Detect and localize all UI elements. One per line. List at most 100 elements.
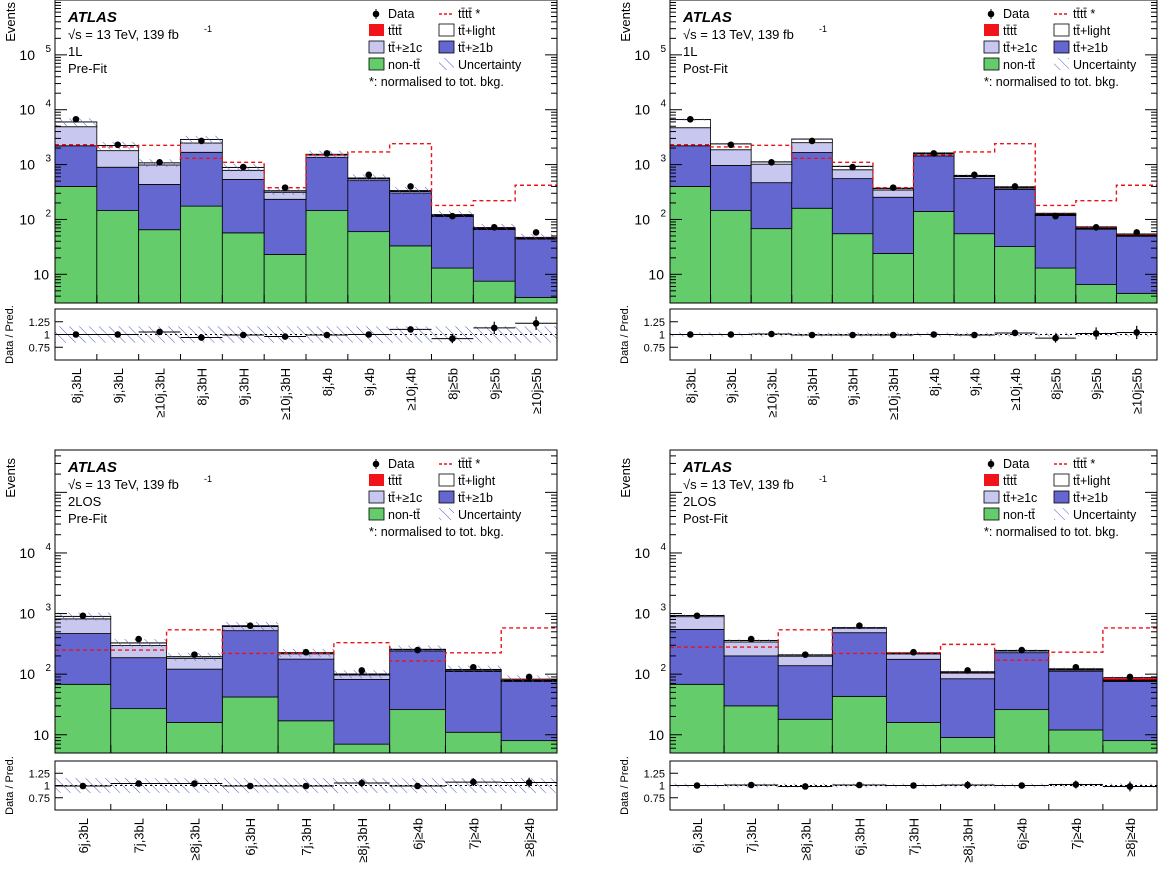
uncertainty-band — [333, 670, 390, 679]
ratio-axis-title: Data / Pred. — [619, 305, 631, 364]
stack-bar-nontt — [1075, 284, 1117, 304]
legend-label-ttlight: tt̄+light — [458, 24, 496, 38]
x-category-label: ≥8j,3bL — [798, 818, 813, 861]
data-point — [323, 150, 331, 157]
stack-bar-nontt — [389, 709, 446, 754]
y-tick-label-exponent: 3 — [660, 154, 666, 165]
x-category-label: 7j≥4b — [466, 818, 481, 850]
legend-label-ttb: tt̄+≥1b — [1073, 41, 1108, 55]
stack-bar-nontt — [940, 737, 996, 754]
ratio-point — [156, 328, 163, 336]
legend-swatch-tttt — [369, 474, 384, 486]
data-point — [910, 648, 917, 656]
stack-bar-nontt — [389, 245, 432, 304]
fit-stage-label: Post-Fit — [683, 61, 728, 76]
chart-panel-2: 10 10 2 10 3 10 4 10 5 Events ATLAS√s = 13 TeV, 13… — [618, 0, 1158, 420]
stack-bar-nontt — [221, 696, 279, 754]
legend-swatch-nontt — [983, 507, 1000, 521]
data-point — [198, 137, 205, 145]
region-label: 1L — [683, 44, 697, 59]
stack-bar-ttb — [138, 184, 181, 231]
stack-bar-ttb — [872, 196, 914, 254]
ratio-point — [930, 331, 938, 338]
x-category-label: ≥10j,3bH — [278, 368, 293, 420]
legend-swatch-ttb — [438, 490, 455, 504]
y-tick-label-exponent: 2 — [660, 208, 666, 219]
data-point — [686, 115, 694, 123]
stack-bar-ttc — [723, 641, 779, 657]
normalisation-note: *: normalised to tot. bkg. — [369, 75, 504, 89]
legend-swatch-ttc — [983, 490, 1000, 504]
legend-label-tttt: tt̄tt̄ — [1003, 24, 1017, 38]
stack-bar-ttb — [1116, 235, 1158, 294]
ratio-point — [910, 782, 917, 789]
stack-bar-nontt — [1102, 740, 1158, 754]
stack-bar-ttb — [221, 630, 279, 698]
x-category-label: ≥8j,3bH — [355, 818, 370, 863]
ratio-point — [79, 782, 87, 790]
legend-label-unc: Uncertainty — [1073, 58, 1137, 72]
legend-swatch-ttc — [368, 40, 385, 54]
legend-swatch-tttt — [984, 474, 999, 486]
legend-label-tttt_norm: tt̄tt̄ * — [458, 7, 480, 21]
stack-bar-ttc — [180, 142, 223, 153]
uncertainty-band — [264, 187, 306, 195]
y-tick-label: 10 — [19, 102, 35, 118]
legend-swatch-tttt — [369, 24, 384, 36]
x-category-label: 6j,3bL — [690, 818, 705, 853]
ratio-point — [414, 782, 421, 790]
energy-lumi-label: √s = 13 TeV, 139 fb — [68, 27, 179, 42]
stack-bar-nontt — [1034, 267, 1077, 304]
tttt-normalised-line — [55, 627, 557, 662]
atlas-label: ATLAS — [67, 459, 117, 476]
stack-bar-nontt — [263, 254, 307, 304]
x-category-label: 7j,3bH — [299, 818, 314, 856]
chart-panel-3: 10 10 2 10 3 10 4 Events ATLAS√s = 13 TeV, 139 f… — [3, 449, 558, 863]
fit-stage-label: Post-Fit — [683, 511, 728, 526]
x-category-label: ≥10j≥5b — [529, 368, 544, 414]
normalisation-note: *: normalised to tot. bkg. — [984, 75, 1119, 89]
x-category-label: 9j≥5b — [1089, 368, 1104, 400]
stack-bar-ttc — [750, 163, 793, 184]
stack-bar-ttc — [710, 149, 752, 166]
ratio-tick-label: 1.25 — [644, 317, 665, 329]
legend-swatch-ttc — [368, 490, 385, 504]
legend-label-ttb: tt̄+≥1b — [458, 491, 493, 505]
legend-label-ttlight: tt̄+light — [1073, 474, 1111, 488]
x-category-label: ≥8j,3bH — [961, 818, 976, 863]
chart-panel-4: 10 10 2 10 3 10 4 Events ATLAS√s = 13 TeV, 139 f… — [618, 449, 1158, 863]
legend-label-ttlight: tt̄+light — [458, 474, 496, 488]
y-tick-label-exponent: 4 — [660, 99, 666, 110]
stack-bar-nontt — [1048, 729, 1104, 754]
stack-bar-ttb — [831, 178, 874, 235]
ratio-point — [449, 335, 456, 342]
y-tick-label: 10 — [33, 266, 49, 282]
stack-bar-ttb — [110, 657, 167, 710]
ratio-point — [1011, 329, 1019, 337]
stack-bar-nontt — [347, 231, 391, 304]
ratio-tick-label: 1 — [44, 330, 50, 342]
legend-label-data: Data — [1003, 7, 1029, 21]
data-point — [407, 183, 414, 190]
y-tick-label-exponent: 5 — [660, 44, 666, 55]
atlas-label: ATLAS — [682, 9, 732, 26]
x-category-label: 6j,3bL — [76, 818, 91, 853]
ratio-point — [768, 330, 775, 338]
ratio-point — [1072, 781, 1080, 788]
y-tick-label: 10 — [19, 157, 35, 173]
ratio-tick-label: 1 — [659, 330, 665, 342]
stack-bar-ttc — [54, 618, 112, 634]
tttt-normalised-line — [670, 143, 1157, 207]
legend-swatch-nontt — [368, 507, 385, 521]
x-category-label: 7j≥4b — [1069, 818, 1084, 850]
stack-bar-nontt — [96, 210, 140, 304]
stack-bar-ttc — [831, 169, 874, 180]
legend-swatch-ttlight — [438, 23, 455, 37]
stack-bar-nontt — [710, 210, 752, 304]
data-point — [302, 648, 310, 656]
stack-bar-nontt — [110, 708, 167, 754]
stack-bar-ttb — [445, 671, 502, 733]
stack-bar-nontt — [333, 743, 391, 754]
ratio-point — [191, 780, 198, 787]
x-category-label: 8j≥5b — [445, 368, 460, 400]
